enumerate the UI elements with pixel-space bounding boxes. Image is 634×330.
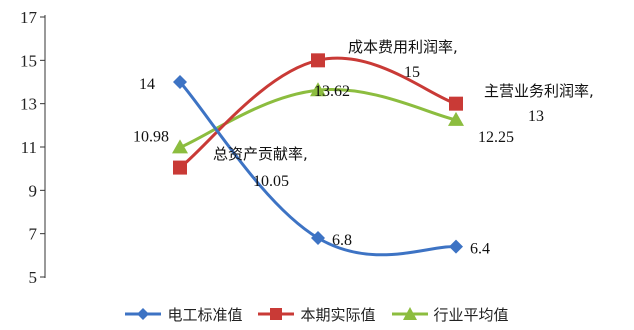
y-axis: 5 7 9 11 13 15 17 [20,8,45,287]
plot-area [172,53,464,257]
annotation-total-asset: 总资产贡献率, 10.05 [213,145,308,190]
y-tick-label: 9 [29,181,38,200]
annotation-value: 15 [404,64,420,81]
annotation-category: 成本费用利润率, [348,38,458,56]
data-label: 14 [139,76,155,93]
diamond-point [173,75,187,89]
diamond-point [311,231,325,245]
annotation-value: 10.05 [253,173,289,190]
y-tick-label: 7 [29,225,38,244]
annotation-main-business: 主营业务利润率, 13 [484,82,594,125]
y-tick-label: 11 [21,138,37,157]
triangle-point [172,139,188,154]
data-label: 6.8 [332,232,352,249]
y-tick-label: 17 [20,8,38,27]
square-point [449,96,463,111]
annotation-category: 主营业务利润率, [484,82,594,100]
legend-item: 电工标准值 [125,304,242,325]
chart: 5 7 9 11 13 15 17 14 6.8 6.4 10.98 13.62 12.25 总资产贡… [20,8,594,287]
legend-label: 行业平均值 [433,305,509,324]
legend-label: 电工标准值 [167,305,243,324]
data-label: 10.98 [133,128,169,145]
data-label: 12.25 [478,129,514,146]
y-tick-label: 13 [20,95,37,114]
legend-label: 本期实际值 [300,305,376,324]
legend-item: 本期实际值 [258,304,376,325]
y-tick-label: 5 [29,268,38,287]
triangle-point [310,82,326,97]
square-point [173,160,187,175]
square-point [311,53,325,68]
diamond-point [449,239,463,254]
triangle-marker-icon [391,307,428,320]
triangle-point [448,111,464,126]
y-tick-label: 15 [20,51,37,70]
square-marker-icon [258,308,295,320]
diamond-marker-icon [125,308,162,320]
legend-item: 行业平均值 [391,304,509,325]
legend: 电工标准值 本期实际值 行业平均值 [0,300,634,328]
data-label: 13.62 [314,83,350,100]
data-labels: 14 6.8 6.4 10.98 13.62 12.25 [133,76,514,258]
annotation-value: 13 [528,108,544,125]
annotation-category: 总资产贡献率, [213,145,308,163]
annotation-cost-profit: 成本费用利润率, 15 [348,38,458,81]
data-label: 6.4 [470,241,490,258]
